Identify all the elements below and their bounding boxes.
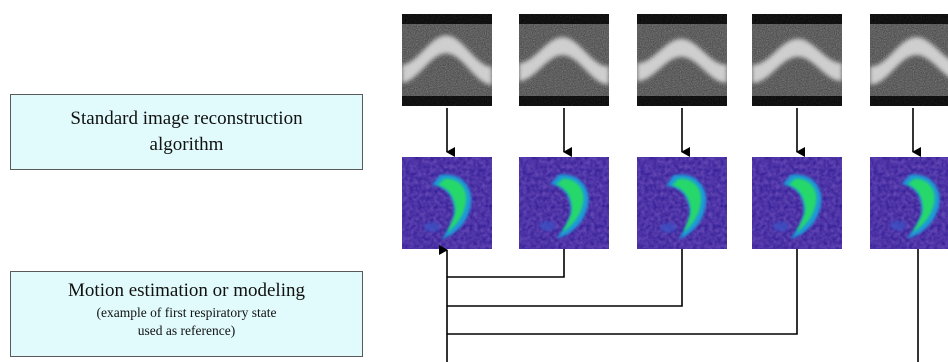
motion-estimation-note-line1: (example of first respiratory state (96, 305, 277, 320)
reconstruction-algorithm-box: Standard image reconstruction algorithm (10, 94, 363, 170)
motion-estimation-title: Motion estimation or modeling (68, 280, 305, 301)
reconstructed-heart-image-1 (402, 157, 492, 249)
reconstructed-heart-image-5 (870, 157, 948, 249)
motion-estimation-note-line2: used as reference) (137, 323, 236, 338)
reconstruction-label-line1: Standard image reconstruction (70, 108, 303, 129)
feedback-path-2 (447, 249, 565, 278)
sinogram-image-1 (402, 14, 492, 106)
sinogram-image-4 (752, 14, 842, 106)
sinogram-image-2 (519, 14, 609, 106)
reconstructed-heart-image-4 (752, 157, 842, 249)
sinogram-image-5 (870, 14, 948, 106)
feedback-path-4 (447, 249, 798, 335)
reconstructed-heart-image-3 (637, 157, 727, 249)
reconstruction-label-line2: algorithm (149, 134, 224, 155)
feedback-path-3 (447, 249, 683, 307)
sinogram-image-3 (637, 14, 727, 106)
motion-estimation-box: Motion estimation or modeling (example o… (10, 271, 363, 357)
reconstructed-heart-image-2 (519, 157, 609, 249)
